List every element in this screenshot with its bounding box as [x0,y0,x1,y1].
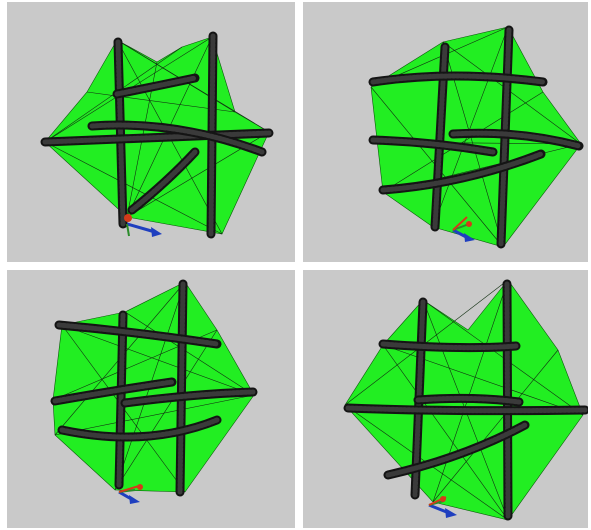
viewport-top-right[interactable] [303,2,588,262]
structure-render-4 [343,279,588,521]
truss-struts [368,25,584,249]
axis-triad [428,496,457,518]
structure-render-3 [50,279,258,504]
structure-render-2 [368,25,584,249]
structure-render-1 [40,31,274,239]
viewport-bottom-right[interactable] [303,270,588,528]
viewport-top-left[interactable] [7,2,295,262]
tension-cables [52,281,255,493]
truss-struts [40,31,274,239]
axis-triad [124,214,162,237]
truss-struts [50,279,258,497]
truss-struts [343,279,588,521]
axis-triad [452,216,475,242]
axis-triad [118,484,143,504]
tension-cables [344,279,584,521]
viewport-bottom-left[interactable] [7,270,295,528]
